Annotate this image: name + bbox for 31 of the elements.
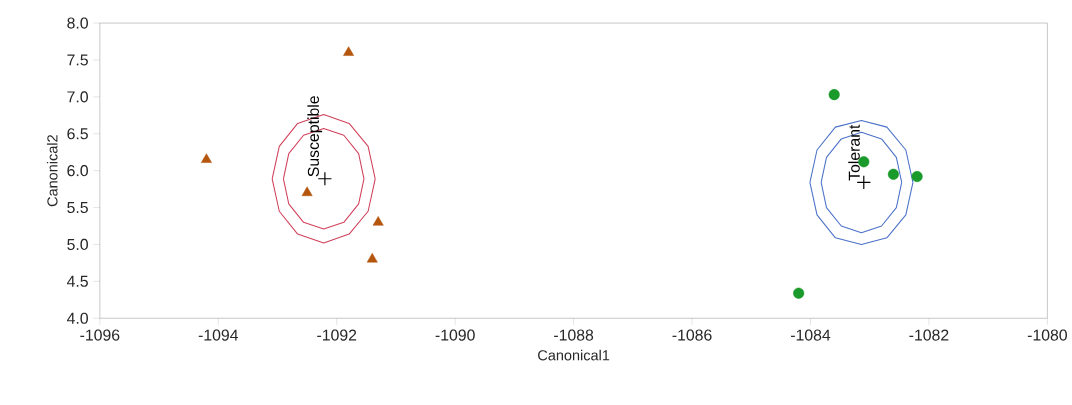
y-tick-label: 7.0: [67, 91, 88, 103]
y-axis-title: Canonical2: [46, 135, 58, 207]
x-tick-label: -1092: [317, 329, 357, 341]
y-tick-label: 6.5: [67, 128, 88, 140]
x-tick-label: -1080: [1027, 329, 1067, 341]
y-tick-label: 6.0: [67, 164, 88, 177]
x-tick-label: -1084: [790, 329, 831, 341]
x-tick-label: -1094: [198, 329, 239, 341]
y-tick-label: 8.0: [67, 17, 88, 29]
y-tick-label: 4.5: [66, 275, 88, 287]
point: [911, 170, 923, 182]
annotation: Susceptible: [307, 96, 323, 177]
y-tick-label: 5.5: [67, 201, 88, 213]
x-tick-label: -1086: [672, 329, 712, 341]
x-tick-label: -1082: [909, 329, 949, 341]
x-tick-label: -1096: [80, 329, 120, 341]
point: [343, 46, 354, 56]
annotation: Tolerant: [848, 124, 860, 181]
point: [301, 186, 313, 196]
point: [828, 88, 840, 101]
x-tick-label: -1088: [554, 329, 594, 341]
x-axis-title: Canonical1: [538, 349, 610, 361]
point: [201, 153, 212, 163]
point: [366, 252, 378, 263]
y-tick-label: 5.0: [67, 238, 88, 250]
point: [372, 216, 384, 226]
y-tick-label: 4.0: [66, 312, 88, 324]
x-tick-label: -1090: [435, 329, 475, 341]
y-tick-label: 7.5: [67, 54, 88, 66]
point: [793, 287, 805, 299]
point: [887, 168, 899, 180]
